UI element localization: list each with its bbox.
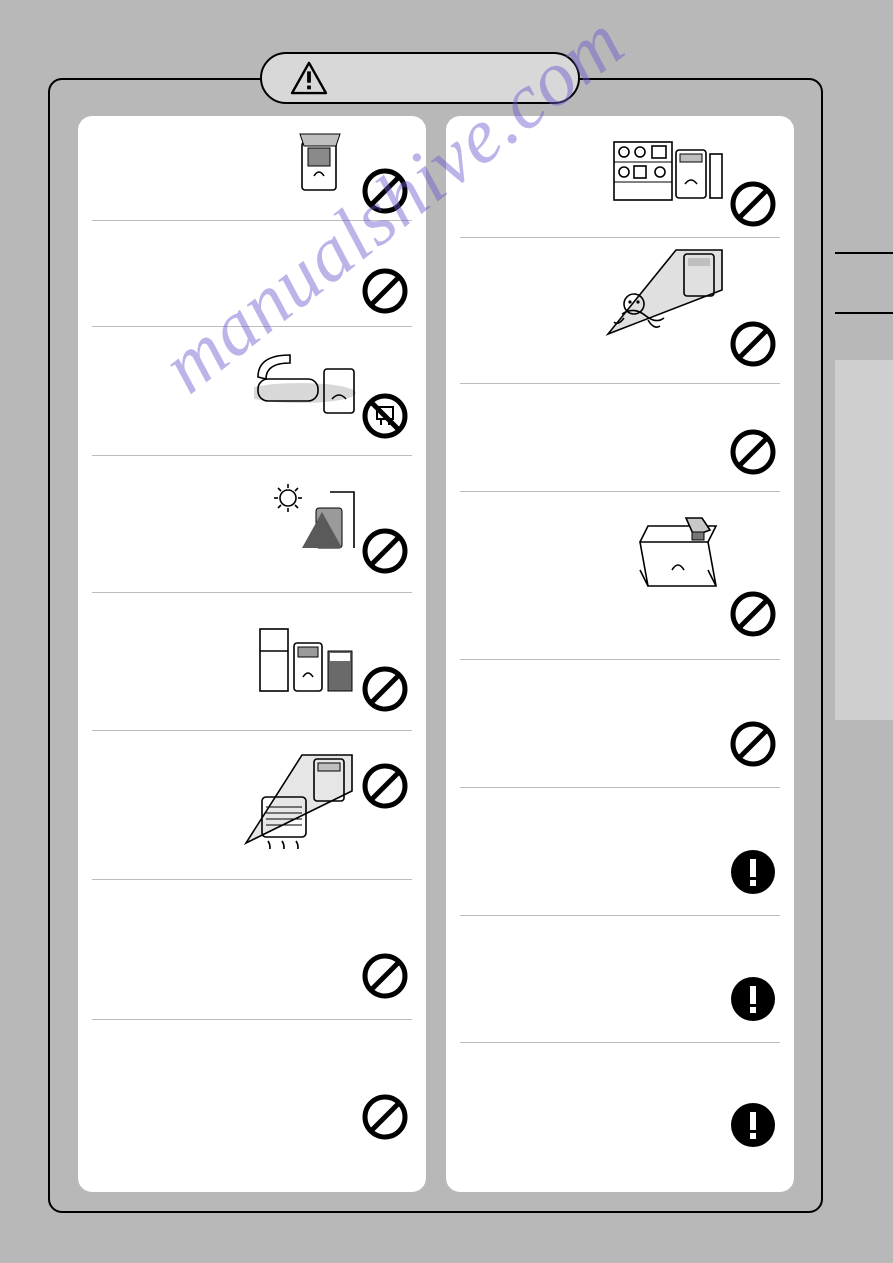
prohibit-plug-icon (362, 393, 408, 439)
prohibit-icon (362, 666, 408, 712)
prohibit-icon (362, 763, 408, 809)
prohibit-icon (362, 528, 408, 574)
left-column (78, 116, 426, 1192)
caution-item (92, 130, 412, 220)
illustration-between-cabinets (258, 623, 356, 695)
mandatory-icon (730, 849, 776, 895)
illustration-baby-near-device (604, 246, 724, 338)
item-status-icon (362, 1094, 408, 1140)
item-status-icon (730, 591, 776, 637)
caution-item (92, 1019, 412, 1168)
caution-item (92, 455, 412, 592)
prohibit-icon (362, 168, 408, 214)
item-status-icon (362, 528, 408, 574)
illustration-near-food-shelf (612, 138, 724, 204)
caution-item (92, 326, 412, 455)
item-status-icon (730, 849, 776, 895)
caution-item (460, 237, 780, 383)
item-status-icon (730, 321, 776, 367)
item-status-icon (730, 976, 776, 1022)
item-status-icon (362, 268, 408, 314)
caution-item (92, 879, 412, 1018)
side-tab-panel (835, 360, 893, 720)
caution-item (460, 491, 780, 659)
illustration-bathtub-with-device (254, 349, 362, 419)
item-status-icon (730, 181, 776, 227)
illustration-sun-and-device (272, 484, 356, 554)
caution-item (460, 915, 780, 1041)
caution-item (460, 1042, 780, 1168)
side-tab-top (835, 252, 893, 314)
illustration-water-tank-drain (632, 514, 724, 596)
prohibit-icon (730, 721, 776, 767)
caution-item (460, 383, 780, 492)
caution-item (460, 659, 780, 787)
warning-triangle-icon (290, 61, 328, 95)
mandatory-icon (730, 1102, 776, 1148)
prohibit-icon (730, 591, 776, 637)
item-status-icon (730, 429, 776, 475)
caution-item (92, 730, 412, 879)
illustration-device-with-cloth (296, 130, 354, 196)
mandatory-icon (730, 976, 776, 1022)
caution-badge (260, 52, 580, 104)
item-status-icon (362, 666, 408, 712)
prohibit-icon (362, 1094, 408, 1140)
prohibit-icon (730, 321, 776, 367)
caution-item (92, 220, 412, 326)
caution-item (92, 592, 412, 729)
prohibit-icon (730, 181, 776, 227)
prohibit-icon (362, 268, 408, 314)
columns-wrapper (78, 116, 794, 1192)
item-status-icon (362, 168, 408, 214)
item-status-icon (362, 393, 408, 439)
prohibit-icon (730, 429, 776, 475)
caution-item (460, 787, 780, 915)
right-column (446, 116, 794, 1192)
item-status-icon (730, 721, 776, 767)
prohibit-icon (362, 953, 408, 999)
item-status-icon (362, 763, 408, 809)
caution-item (460, 130, 780, 237)
item-status-icon (730, 1102, 776, 1148)
item-status-icon (362, 953, 408, 999)
illustration-heater-near-device (242, 751, 356, 849)
